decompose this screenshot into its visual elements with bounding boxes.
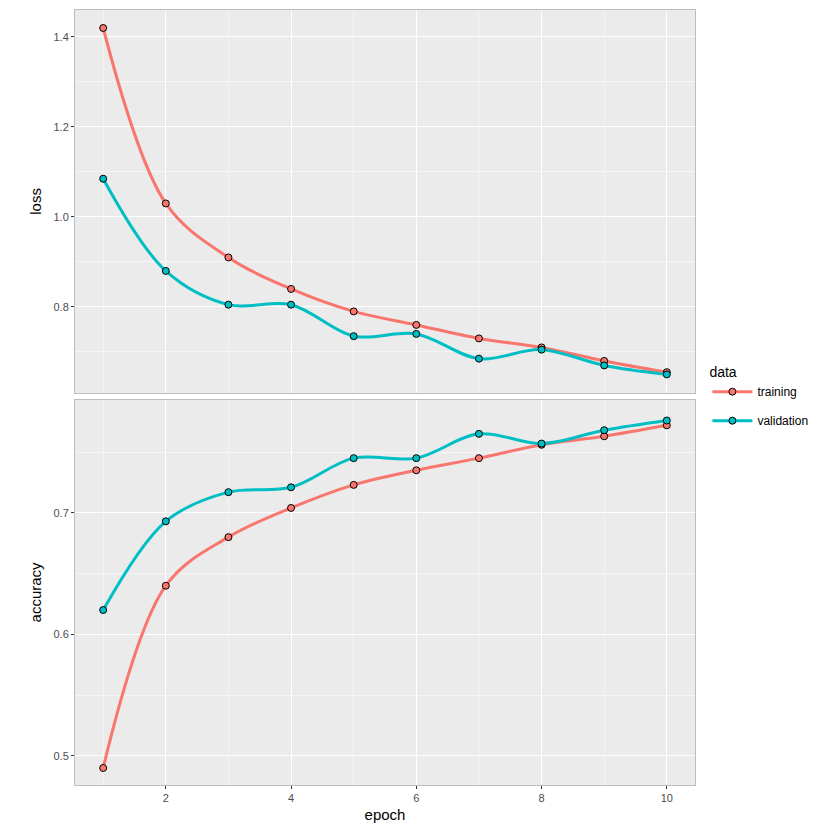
svg-text:accuracy: accuracy xyxy=(27,562,44,623)
svg-text:0.5: 0.5 xyxy=(54,750,69,762)
svg-text:0.7: 0.7 xyxy=(54,507,69,519)
svg-text:1.4: 1.4 xyxy=(54,31,69,43)
svg-text:6: 6 xyxy=(413,792,419,804)
svg-text:0.8: 0.8 xyxy=(54,301,69,313)
svg-text:validation: validation xyxy=(757,414,808,428)
svg-text:loss: loss xyxy=(27,188,44,215)
svg-text:8: 8 xyxy=(539,792,545,804)
svg-text:10: 10 xyxy=(661,792,673,804)
svg-text:epoch: epoch xyxy=(365,806,406,823)
svg-text:training: training xyxy=(757,385,796,399)
svg-text:data: data xyxy=(709,364,736,380)
svg-text:4: 4 xyxy=(288,792,294,804)
svg-text:0.6: 0.6 xyxy=(54,628,69,640)
svg-text:1.2: 1.2 xyxy=(54,121,69,133)
svg-text:1.0: 1.0 xyxy=(54,211,69,223)
svg-text:2: 2 xyxy=(163,792,169,804)
